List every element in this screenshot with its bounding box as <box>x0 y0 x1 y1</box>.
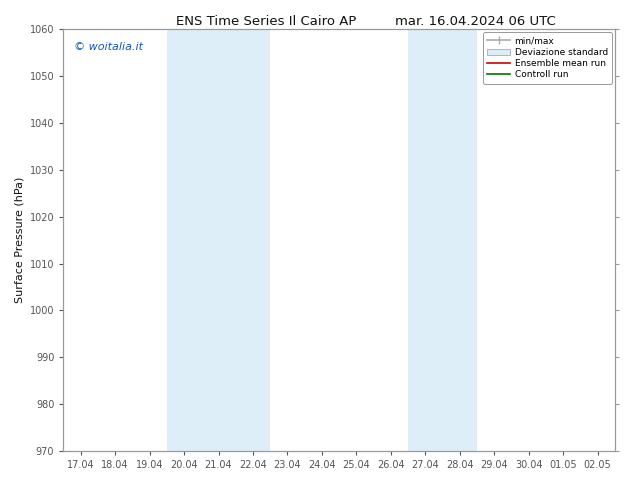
Y-axis label: Surface Pressure (hPa): Surface Pressure (hPa) <box>14 177 24 303</box>
Text: mar. 16.04.2024 06 UTC: mar. 16.04.2024 06 UTC <box>395 15 556 28</box>
Text: © woitalia.it: © woitalia.it <box>74 42 143 52</box>
Bar <box>408 29 477 451</box>
Text: ENS Time Series Il Cairo AP: ENS Time Series Il Cairo AP <box>176 15 356 28</box>
Bar <box>167 29 270 451</box>
Legend: min/max, Deviazione standard, Ensemble mean run, Controll run: min/max, Deviazione standard, Ensemble m… <box>483 32 612 84</box>
